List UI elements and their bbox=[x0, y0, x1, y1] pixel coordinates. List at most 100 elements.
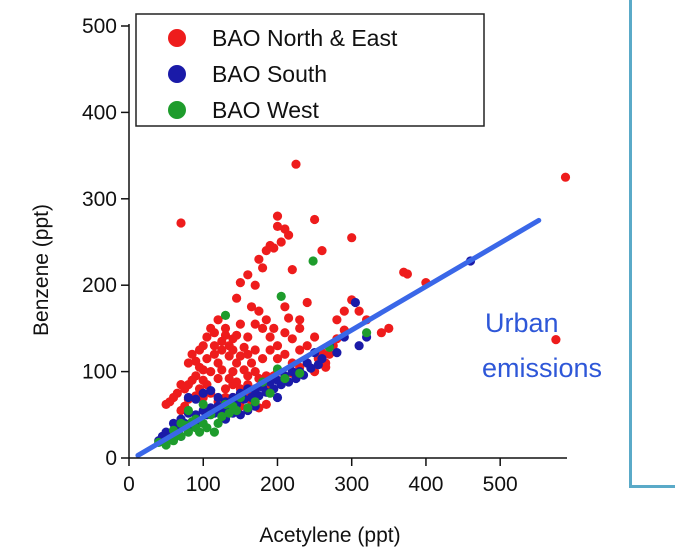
point-s0-54 bbox=[217, 345, 227, 355]
point-s0-41 bbox=[265, 332, 275, 342]
point-s0-139 bbox=[209, 341, 219, 351]
point-s0-46 bbox=[246, 302, 257, 312]
point-s0-134 bbox=[243, 349, 253, 359]
annotation-line-1: Urban bbox=[485, 308, 559, 338]
y-tick-label-4: 400 bbox=[82, 101, 117, 124]
y-tick-label-5: 500 bbox=[82, 15, 117, 38]
point-s2-31 bbox=[265, 388, 275, 398]
point-s0-49 bbox=[235, 319, 245, 329]
legend: BAO North & East BAO South BAO West bbox=[135, 13, 485, 127]
point-s0-88 bbox=[250, 367, 260, 377]
point-s0-12 bbox=[272, 211, 283, 221]
axes: 0 100 200 300 400 500 0 100 200 300 400 500 bbox=[82, 15, 567, 496]
point-s0-80 bbox=[220, 330, 231, 340]
point-s0-142 bbox=[232, 377, 242, 387]
legend-label-1: BAO South bbox=[212, 61, 327, 87]
point-s1-65 bbox=[317, 354, 327, 364]
point-s0-53 bbox=[220, 323, 231, 333]
x-tick-label-3: 300 bbox=[334, 473, 369, 496]
point-s2-32 bbox=[280, 373, 290, 384]
point-s0-51 bbox=[228, 334, 238, 344]
point-s1-1 bbox=[350, 297, 360, 308]
point-s0-138 bbox=[198, 365, 208, 375]
point-s0-18 bbox=[310, 214, 320, 225]
point-s0-87 bbox=[246, 358, 257, 368]
point-s2-30 bbox=[250, 397, 260, 407]
point-s0-29 bbox=[332, 315, 342, 325]
point-s0-48 bbox=[239, 342, 249, 352]
point-s0-140 bbox=[217, 365, 227, 375]
point-s1-52 bbox=[191, 394, 201, 404]
point-s2-34 bbox=[183, 405, 193, 416]
point-s1-49 bbox=[198, 388, 208, 398]
legend-marker-0 bbox=[168, 29, 186, 47]
point-s2-23 bbox=[202, 423, 212, 433]
point-s2-37 bbox=[176, 418, 186, 428]
annotation-frame bbox=[629, 0, 675, 488]
point-s0-22 bbox=[402, 269, 412, 279]
legend-marker-1 bbox=[168, 65, 186, 83]
point-s0-69 bbox=[161, 399, 171, 409]
point-s2-22 bbox=[194, 427, 205, 437]
fit-line bbox=[135, 217, 542, 458]
point-s0-133 bbox=[284, 313, 294, 323]
point-s0-38 bbox=[280, 328, 290, 338]
point-s0-146 bbox=[261, 399, 271, 409]
point-s0-5 bbox=[243, 270, 253, 280]
point-s0-75 bbox=[202, 332, 212, 342]
y-tick-label-0: 0 bbox=[105, 447, 117, 470]
point-s0-128 bbox=[302, 341, 312, 351]
points-layer bbox=[154, 159, 571, 450]
point-s0-45 bbox=[250, 319, 260, 329]
point-s2-24 bbox=[209, 427, 219, 437]
point-s0-132 bbox=[280, 302, 290, 312]
point-s0-115 bbox=[176, 405, 186, 416]
point-s0-56 bbox=[209, 349, 219, 359]
point-s0-16 bbox=[287, 265, 297, 275]
x-tick-label-0: 0 bbox=[123, 473, 135, 496]
point-s1-46 bbox=[306, 363, 316, 373]
point-s0-77 bbox=[209, 328, 219, 338]
point-s0-47 bbox=[243, 332, 253, 342]
point-s2-29 bbox=[243, 403, 253, 413]
y-tick-label-2: 200 bbox=[82, 274, 117, 297]
point-s2-27 bbox=[224, 408, 234, 418]
point-s0-6 bbox=[250, 280, 260, 290]
point-s0-72 bbox=[191, 356, 201, 366]
point-s0-17 bbox=[272, 221, 283, 231]
annotation-line-2: emissions bbox=[482, 353, 602, 383]
point-s0-0 bbox=[176, 218, 186, 228]
point-s0-125 bbox=[265, 345, 275, 355]
point-s1-64 bbox=[332, 348, 342, 358]
point-s1-8 bbox=[287, 367, 297, 377]
legend-label-0: BAO North & East bbox=[212, 25, 398, 51]
point-s0-4 bbox=[235, 278, 245, 288]
y-tick-label-1: 100 bbox=[82, 361, 117, 384]
point-s0-35 bbox=[324, 349, 334, 359]
point-s0-40 bbox=[269, 323, 279, 333]
point-s0-84 bbox=[235, 351, 245, 361]
point-s0-78 bbox=[213, 315, 223, 325]
point-s0-127 bbox=[295, 345, 305, 355]
point-s0-109 bbox=[213, 373, 223, 384]
point-s0-147 bbox=[551, 335, 561, 345]
point-s2-3 bbox=[362, 328, 372, 338]
point-s0-30 bbox=[302, 297, 312, 308]
x-tick-label-5: 500 bbox=[483, 473, 518, 496]
point-s0-1 bbox=[291, 159, 301, 169]
point-s0-3 bbox=[232, 293, 242, 303]
point-s2-28 bbox=[232, 405, 242, 416]
point-s0-121 bbox=[272, 354, 283, 364]
point-s2-35 bbox=[198, 399, 208, 409]
legend-marker-2 bbox=[168, 101, 186, 119]
point-s0-8 bbox=[258, 263, 268, 273]
point-s0-37 bbox=[287, 334, 297, 344]
x-tick-label-1: 100 bbox=[186, 473, 221, 496]
point-s0-55 bbox=[213, 358, 223, 368]
legend-box bbox=[135, 13, 485, 127]
point-s2-1 bbox=[276, 291, 286, 301]
x-tick-label-2: 200 bbox=[260, 473, 295, 496]
point-s0-20 bbox=[347, 233, 357, 243]
legend-label-2: BAO West bbox=[212, 97, 320, 123]
point-s0-130 bbox=[321, 362, 331, 372]
